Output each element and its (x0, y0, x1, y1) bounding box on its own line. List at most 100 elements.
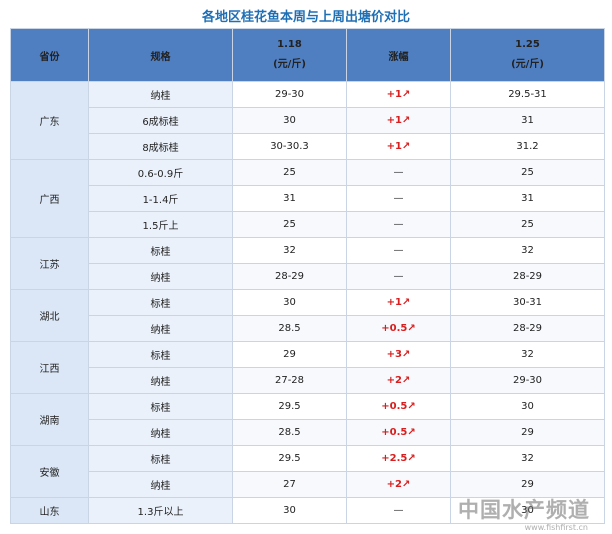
change-flat-value: — (393, 505, 404, 516)
change-cell: +3↗ (346, 341, 451, 368)
new-price-cell: 31.2 (450, 133, 605, 160)
province-cell: 江西 (10, 341, 89, 394)
table-body: 广东 纳桂 29-30 +1↗ 29.5-31 6成标桂 30 +1↗ 31 8成标桂 30-30.… (10, 81, 605, 524)
change-up-value: +1↗ (386, 89, 411, 100)
table-row: 广西 0.6-0.9斤 25—25 (10, 159, 605, 238)
old-price-cell: 28.5 (232, 419, 347, 446)
change-up-value: +1↗ (386, 297, 411, 308)
table-row: 湖南 标桂 29.5 +0.5↗ 30 (10, 393, 605, 446)
old-price-cell: 25 (232, 211, 347, 238)
table-row: 江苏 标桂 32—32 (10, 237, 605, 290)
spec-cell: 纳桂 (88, 367, 233, 394)
table-row: 广东 纳桂 29-30 +1↗ 29.5-31 (10, 81, 605, 160)
change-cell: — (346, 159, 451, 186)
spec-cell: 纳桂 (88, 315, 233, 342)
new-price-cell: 29-30 (450, 367, 605, 394)
spec-cell: 标桂 (88, 289, 233, 316)
old-price-cell: 31 (232, 185, 347, 212)
province-cell: 江苏 (10, 237, 89, 290)
province-cell: 广西 (10, 159, 89, 238)
change-cell: +0.5↗ (346, 393, 451, 420)
spec-cell: 标桂 (88, 237, 233, 264)
header-new-unit: (元/斤) (511, 59, 544, 70)
change-cell: — (346, 211, 451, 238)
price-comparison-table: 省份 规格 1.18 (元/斤) 涨幅 1.25 (元/斤) 广东 纳桂 29-30… (10, 28, 605, 524)
old-price-cell: 29.5 (232, 445, 347, 472)
spec-cell: 标桂 (88, 393, 233, 420)
table-row: 6成标桂 30 +1↗ 31 (11, 107, 605, 134)
watermark-url: www.fishfirst.cn (524, 523, 588, 532)
change-cell: +1↗ (346, 289, 451, 316)
change-flat-value: — (393, 193, 404, 204)
new-price-cell: 31 (450, 185, 605, 212)
table-row: 8成标桂 30-30.3 +1↗ 31.2 (11, 133, 605, 160)
change-up-value: +2↗ (386, 375, 411, 386)
spec-cell: 纳桂 (88, 419, 233, 446)
spec-cell: 标桂 (88, 341, 233, 368)
header-old-unit: (元/斤) (273, 59, 306, 70)
new-price-cell: 28-29 (450, 263, 605, 290)
spec-cell: 8成标桂 (88, 133, 233, 160)
change-flat-value: — (393, 245, 404, 256)
new-price-cell: 31 (450, 107, 605, 134)
table-row: 纳桂 28-29—28-29 (11, 263, 605, 290)
province-cell: 湖南 (10, 393, 89, 446)
new-price-cell: 30 (450, 393, 605, 420)
change-up-value: +2↗ (386, 479, 411, 490)
change-cell: — (346, 497, 451, 524)
new-price-cell: 29 (450, 419, 605, 446)
table-header: 省份 规格 1.18 (元/斤) 涨幅 1.25 (元/斤) (10, 28, 605, 82)
new-price-cell: 32 (450, 237, 605, 264)
old-price-cell: 28-29 (232, 263, 347, 290)
spec-cell: 6成标桂 (88, 107, 233, 134)
table-row: 纳桂 27-28 +2↗ 29-30 (11, 367, 605, 394)
change-cell: +2↗ (346, 471, 451, 498)
change-up-value: +0.5↗ (381, 401, 416, 412)
old-price-cell: 29.5 (232, 393, 347, 420)
spec-cell: 1.5斤上 (88, 211, 233, 238)
old-price-cell: 30-30.3 (232, 133, 347, 160)
spec-cell: 1.3斤以上 (88, 497, 233, 524)
spec-cell: 标桂 (88, 445, 233, 472)
change-cell: — (346, 263, 451, 290)
new-price-cell: 25 (450, 211, 605, 238)
page-title: 各地区桂花鱼本周与上周出塘价对比 (201, 10, 410, 25)
spec-cell: 纳桂 (88, 263, 233, 290)
change-flat-value: — (393, 219, 404, 230)
change-cell: +0.5↗ (346, 315, 451, 342)
change-cell: +2↗ (346, 367, 451, 394)
watermark-logo-text: 中国水产频道 (458, 498, 590, 522)
province-cell: 湖北 (10, 289, 89, 342)
header-new-price: 1.25 (元/斤) (450, 28, 605, 82)
table-row: 1.5斤上 25—25 (11, 211, 605, 238)
new-price-cell: 32 (450, 341, 605, 368)
change-cell: +1↗ (346, 133, 451, 160)
change-up-value: +1↗ (386, 141, 411, 152)
new-price-cell: 29 (450, 471, 605, 498)
new-price-cell: 29.5-31 (450, 81, 605, 108)
old-price-cell: 30 (232, 497, 347, 524)
old-price-cell: 29 (232, 341, 347, 368)
change-up-value: +3↗ (386, 349, 411, 360)
change-cell: +1↗ (346, 81, 451, 108)
province-cell: 安徽 (10, 445, 89, 498)
province-cell: 山东 (10, 497, 89, 524)
table-row: 湖北 标桂 30 +1↗ 30-31 (10, 289, 605, 342)
change-cell: — (346, 237, 451, 264)
header-old-date: 1.18 (277, 39, 302, 50)
header-new-date: 1.25 (515, 39, 540, 50)
new-price-cell: 30 (450, 497, 605, 524)
old-price-cell: 25 (232, 159, 347, 186)
change-cell: +1↗ (346, 107, 451, 134)
old-price-cell: 27 (232, 471, 347, 498)
change-up-value: +0.5↗ (381, 323, 416, 334)
old-price-cell: 27-28 (232, 367, 347, 394)
change-up-value: +0.5↗ (381, 427, 416, 438)
change-cell: +0.5↗ (346, 419, 451, 446)
change-cell: +2.5↗ (346, 445, 451, 472)
table-row: 纳桂 27 +2↗ 29 (11, 471, 605, 498)
spec-cell: 1-1.4斤 (88, 185, 233, 212)
change-flat-value: — (393, 167, 404, 178)
header-old-price: 1.18 (元/斤) (232, 28, 347, 82)
old-price-cell: 30 (232, 289, 347, 316)
